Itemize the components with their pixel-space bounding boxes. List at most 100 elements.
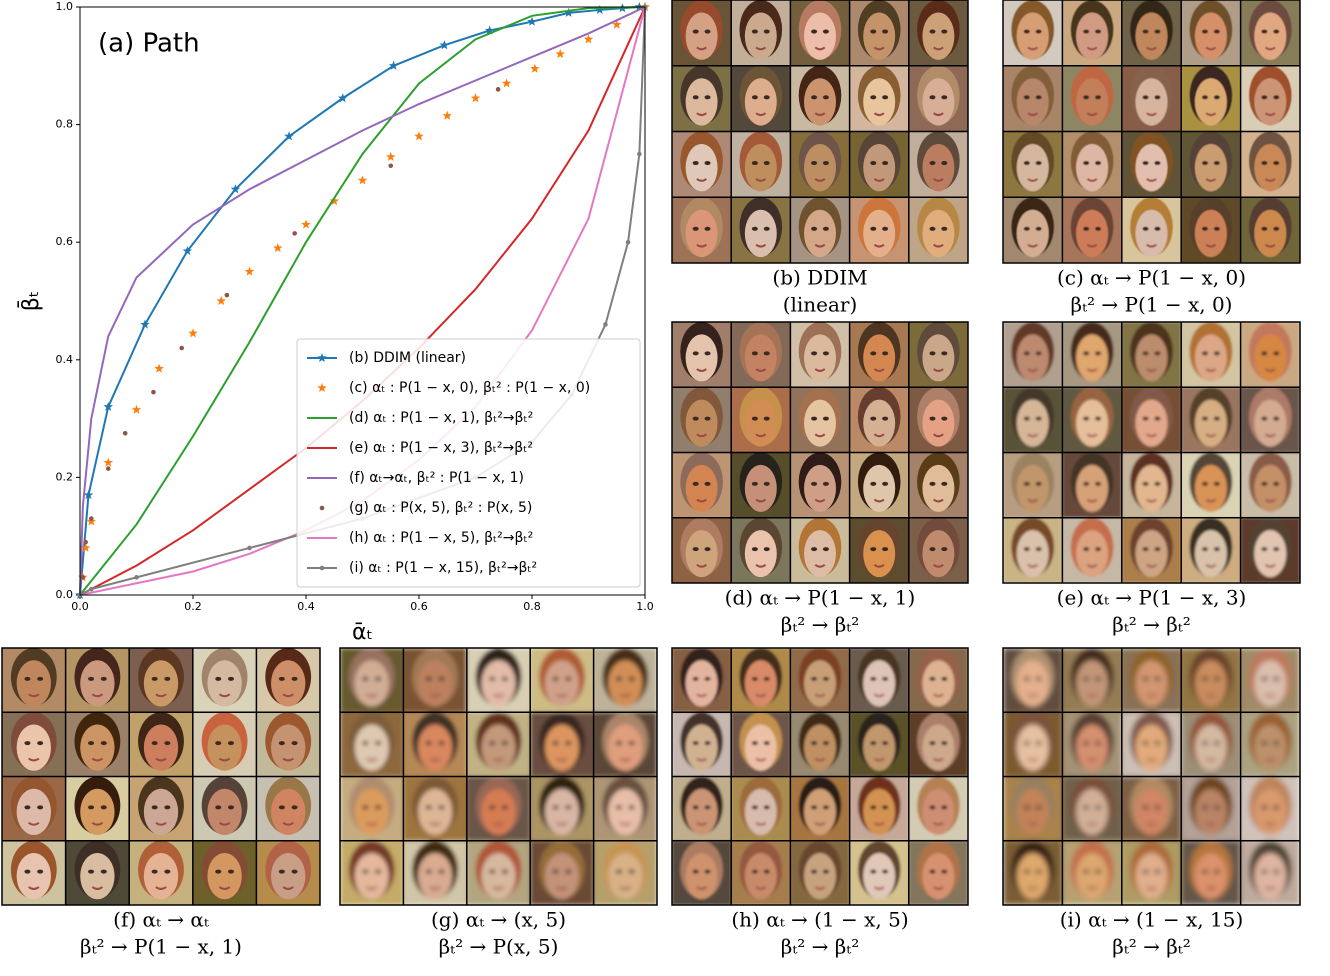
marker [134, 575, 139, 580]
face-eyes [941, 417, 947, 421]
face-skin [686, 12, 718, 59]
face-eyes [705, 547, 711, 551]
face-eyes [882, 677, 888, 681]
face-eyes [870, 547, 876, 551]
face-skin [863, 853, 895, 899]
face-eyes [1154, 351, 1160, 355]
face-eyes [941, 870, 947, 874]
face-eyes [1024, 482, 1030, 486]
face-skin [1254, 12, 1286, 59]
face-eyes [1273, 677, 1279, 681]
face-eyes [752, 227, 758, 231]
face-skin [1076, 660, 1108, 706]
face-eyes [705, 95, 711, 99]
face-eyes [752, 547, 758, 551]
face-skin [1135, 144, 1167, 191]
face-eyes [1095, 161, 1101, 165]
face-eyes [823, 417, 829, 421]
face-skin [745, 724, 777, 770]
face-eyes [1095, 351, 1101, 355]
face-skin [608, 660, 642, 706]
face-eyes [426, 677, 432, 681]
face-skin [1017, 210, 1049, 257]
face-skin [207, 853, 241, 899]
face-skin [922, 853, 954, 899]
face-eyes [1154, 95, 1160, 99]
face-skin [922, 334, 954, 381]
marker [496, 87, 501, 92]
page: {"chart_data": {"type": "line", "annotat… [0, 0, 1330, 976]
face-eyes [565, 805, 571, 809]
face-eyes [375, 870, 381, 874]
face-eyes [37, 805, 43, 809]
y-tick-label: 0.2 [56, 470, 74, 483]
face-skin [1254, 660, 1286, 706]
face-eyes [88, 870, 94, 874]
face-eyes [823, 30, 829, 34]
face-skin [1254, 465, 1286, 512]
face-eyes [616, 870, 622, 874]
face-skin [922, 144, 954, 191]
face-eyes [164, 677, 170, 681]
face-skin [804, 789, 836, 835]
face-skin [418, 724, 452, 770]
face-eyes [1036, 30, 1042, 34]
face-eyes [1261, 351, 1267, 355]
face-eyes [705, 741, 711, 745]
face-eyes [426, 805, 432, 809]
face-eyes [502, 805, 508, 809]
panel-caption: βₜ² → P(1 − x, 1) [80, 935, 242, 959]
face-eyes [764, 161, 770, 165]
face-eyes [705, 417, 711, 421]
face-eyes [375, 677, 381, 681]
face-eyes [1202, 351, 1208, 355]
face-skin [686, 144, 718, 191]
face-eyes [811, 741, 817, 745]
marker [179, 346, 184, 351]
face-skin [1076, 724, 1108, 770]
face-eyes [1095, 870, 1101, 874]
face-grid [1003, 648, 1300, 905]
face-eyes [1273, 741, 1279, 745]
marker [626, 240, 631, 245]
face-eyes [279, 677, 285, 681]
face-eyes [1143, 30, 1149, 34]
face-eyes [1214, 227, 1220, 231]
marker [188, 328, 198, 337]
face-eyes [870, 677, 876, 681]
face-eyes [1261, 741, 1267, 745]
face-eyes [1202, 677, 1208, 681]
face-eyes [1036, 805, 1042, 809]
face-eyes [823, 482, 829, 486]
face-eyes [1036, 547, 1042, 551]
face-eyes [929, 805, 935, 809]
face-eyes [37, 870, 43, 874]
face-eyes [882, 351, 888, 355]
face-eyes [1024, 805, 1030, 809]
face-skin [355, 789, 389, 835]
face-eyes [941, 547, 947, 551]
face-skin [1017, 724, 1049, 770]
face-skin [144, 660, 178, 706]
face-eyes [941, 95, 947, 99]
face-skin [745, 78, 777, 125]
face-eyes [870, 805, 876, 809]
marker [151, 390, 156, 395]
face-eyes [870, 741, 876, 745]
face-eyes [565, 677, 571, 681]
face-skin [1135, 853, 1167, 899]
face-skin [863, 530, 895, 577]
face-skin [745, 465, 777, 512]
face-eyes [1095, 227, 1101, 231]
face-skin [686, 334, 718, 381]
panel-caption: (b) DDIM [772, 266, 867, 290]
face-eyes [1214, 677, 1220, 681]
face-eyes [88, 741, 94, 745]
face-eyes [438, 805, 444, 809]
face-eyes [1202, 741, 1208, 745]
face-eyes [489, 805, 495, 809]
marker [603, 322, 608, 327]
face-eyes [1036, 870, 1042, 874]
face-eyes [1261, 30, 1267, 34]
face-skin [1195, 853, 1227, 899]
